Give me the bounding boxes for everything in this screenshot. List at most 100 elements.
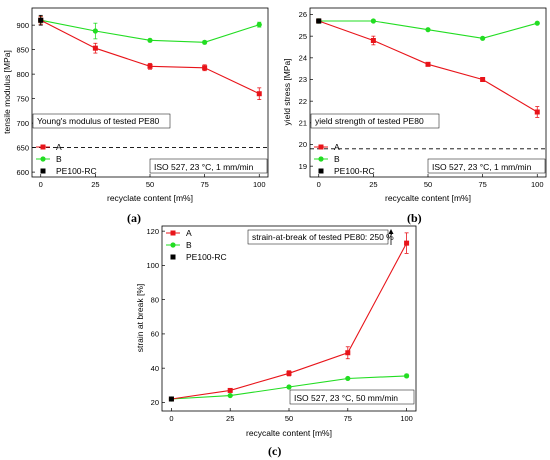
chart-b-ytick-label: 25 [299, 32, 307, 41]
chart-b-xtick-label: 50 [424, 180, 432, 189]
chart-b-panel-label: (b) [407, 211, 422, 225]
chart-a-annotation-box [32, 113, 171, 129]
chart-a-legend: A B PE100-RC [36, 142, 97, 176]
chart-c-xtick-label: 50 [285, 414, 293, 423]
chart-b-ylabel: yield stress [MPa] [282, 58, 292, 125]
chart-a-legend-pe100rc: PE100-RC [56, 166, 97, 176]
chart-a-series-b-point [147, 37, 153, 43]
chart-b-method-box [427, 158, 546, 174]
chart-b-series-b-point [534, 20, 540, 26]
chart-b-series-b-point [425, 27, 431, 33]
chart-c-annotation: strain-at-break of tested PE80: 250 % [252, 232, 394, 242]
chart-c-annotation-box [247, 229, 389, 245]
chart-c-series-a-point [227, 387, 233, 393]
chart-c-method: ISO 527, 23 °C, 50 mm/min [294, 393, 398, 403]
chart-c-legend: A B PE100-RC [166, 228, 227, 262]
chart-b-series-b-point [370, 18, 376, 24]
chart-a-series-a-point [202, 65, 208, 71]
chart-c: 0 25 50 75 100 20 40 60 80 100 120 strain-at-brea… [135, 225, 417, 458]
chart-a-ytick-label: 600 [16, 168, 29, 177]
chart-a-series-a-point [256, 91, 262, 97]
chart-b-xtick-label: 0 [317, 180, 321, 189]
chart-b-series-a-point [370, 38, 376, 43]
chart-b-ytick-label: 21 [299, 119, 307, 128]
chart-a-ytick-label: 850 [16, 45, 29, 54]
chart-a-panel-label: (a) [127, 211, 141, 225]
chart-c-series-b-point [227, 392, 233, 399]
chart-c-series-b-point [345, 375, 351, 382]
chart-b-series-a-point [425, 61, 431, 67]
chart-a-legend-a: A [56, 142, 62, 152]
chart-c-legend-a: A [186, 228, 192, 238]
chart-c-method-box [289, 389, 415, 405]
chart-c-arrowhead-icon [388, 229, 394, 234]
chart-b-legend-b: B [334, 154, 340, 164]
chart-a-series-a-line [40, 19, 260, 95]
chart-a-ytick-label: 750 [16, 94, 29, 103]
chart-c-series-a-point [345, 350, 351, 356]
chart-b-ytick-label: 26 [299, 10, 307, 19]
chart-a-annotation: Young's modulus of tested PE80 [37, 116, 160, 126]
chart-b-legend: A B PE100-RC [314, 142, 375, 176]
chart-c-ytick-label: 40 [151, 364, 159, 373]
chart-c-xtick-label: 0 [169, 414, 173, 423]
chart-b-series-b-point [480, 35, 486, 41]
chart-c-panel-label: (c) [268, 444, 281, 458]
chart-a-ytick-label: 650 [16, 143, 29, 152]
chart-a-series-b-point [202, 39, 208, 45]
chart-c-series-a-point [286, 370, 292, 376]
chart-c-ytick-label: 20 [151, 398, 159, 407]
chart-c-xlabel: recycalte content [m%] [246, 428, 332, 438]
chart-c-series-b-point [286, 384, 292, 390]
chart-a-series-b-point [256, 22, 262, 28]
chart-a-series-a-point [147, 63, 153, 69]
chart-c-ytick-label: 80 [151, 295, 159, 304]
chart-b-xtick-label: 100 [531, 180, 544, 189]
chart-a-series-pe100rc-point [38, 17, 44, 23]
chart-a-legend-b: B [56, 154, 62, 164]
chart-a-xtick-label: 25 [91, 180, 99, 189]
chart-c-xtick-label: 25 [226, 414, 234, 423]
chart-b-ytick-label: 19 [299, 162, 307, 171]
chart-a-ytick-label: 900 [16, 21, 29, 30]
chart-a: 0 25 50 75 100 600 650 700 750 800 850 900 Young's… [2, 7, 269, 225]
chart-a-ytick-label: 800 [16, 70, 29, 79]
chart-b-legend-pe100rc: PE100-RC [334, 166, 375, 176]
chart-b-xtick-label: 25 [369, 180, 377, 189]
chart-a-method: ISO 527, 23 °C, 1 mm/min [154, 162, 254, 172]
chart-a-series-b-point [92, 28, 98, 34]
chart-b-ytick-label: 23 [299, 75, 307, 84]
chart-c-legend-b: B [186, 240, 192, 250]
chart-b: 0 25 50 75 100 19 20 21 22 23 24 25 26 yield streng… [282, 7, 547, 225]
chart-b-series-pe100rc-point [316, 18, 322, 24]
chart-c-series-pe100rc-point [168, 396, 174, 402]
chart-b-ytick-label: 20 [299, 140, 307, 149]
chart-c-xtick-label: 75 [344, 414, 352, 423]
chart-b-series-a-point [480, 77, 486, 82]
chart-c-ytick-label: 60 [151, 330, 159, 339]
chart-b-frame [309, 7, 547, 178]
chart-a-ylabel: tensile modulus [MPa] [2, 50, 12, 134]
chart-c-series-a-point [404, 240, 410, 246]
chart-b-xtick-label: 75 [478, 180, 486, 189]
chart-a-xtick-label: 75 [200, 180, 208, 189]
chart-b-series-a-point [534, 109, 540, 115]
chart-b-annotation: yield strength of tested PE80 [315, 116, 424, 126]
chart-c-ytick-label: 100 [146, 261, 159, 270]
chart-c-ylabel: strain at break [%] [135, 284, 145, 353]
chart-a-xtick-label: 50 [146, 180, 154, 189]
chart-a-xtick-label: 0 [39, 180, 43, 189]
chart-a-ytick-label: 700 [16, 119, 29, 128]
chart-c-series-b-point [403, 373, 410, 379]
chart-a-series-a-point [92, 45, 98, 51]
chart-a-xlabel: recyclate content [m%] [107, 193, 193, 203]
chart-b-method: ISO 527, 23 °C, 1 mm/min [432, 162, 532, 172]
chart-a-method-box [149, 158, 268, 174]
chart-b-annotation-box [310, 113, 440, 129]
chart-c-legend-pe100rc: PE100-RC [186, 252, 227, 262]
chart-b-xlabel: recycalte content [m%] [385, 193, 471, 203]
chart-b-ytick-label: 22 [299, 97, 307, 106]
chart-b-ytick-label: 24 [299, 54, 307, 63]
chart-b-legend-a: A [334, 142, 340, 152]
